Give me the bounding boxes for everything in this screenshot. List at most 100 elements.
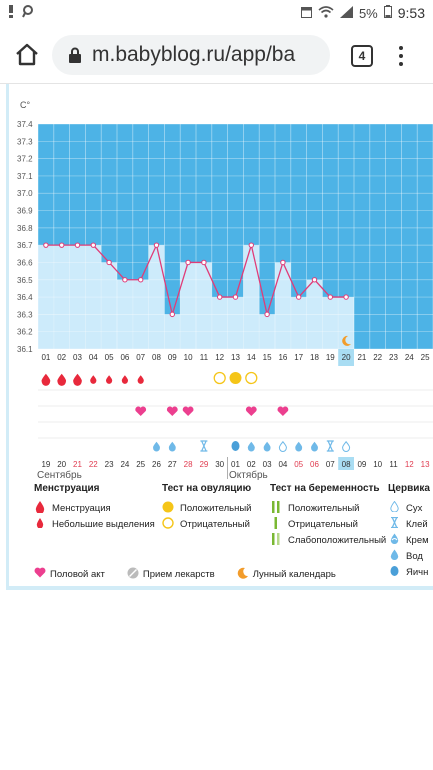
- creamy-drop-icon: [169, 442, 176, 452]
- browser-toolbar: m.babyblog.ru/app/ba 4: [0, 26, 433, 84]
- y-tick-label: 36.4: [17, 293, 33, 302]
- legend-ovulation: Тест на овуляцию Положительный Отрицател…: [162, 483, 251, 532]
- date-label: 26: [152, 460, 161, 469]
- date-label: 28: [184, 460, 193, 469]
- date-label: 21: [73, 460, 82, 469]
- legend-item: Положительный: [180, 503, 251, 514]
- cycle-day-label: 22: [373, 353, 382, 362]
- cycle-day-label: 14: [247, 353, 256, 362]
- cycle-day-label: 15: [263, 353, 272, 362]
- cycle-day-label: 10: [184, 353, 193, 362]
- date-label: 19: [41, 460, 50, 469]
- y-tick-label: 37.1: [17, 172, 33, 181]
- date-label: 07: [326, 460, 335, 469]
- circle-outline-icon: [214, 373, 225, 384]
- cycle-day-label: 20: [342, 353, 351, 362]
- cycle-day-label: 11: [200, 353, 209, 362]
- lock-icon: [68, 47, 82, 63]
- temperature-point: [154, 243, 158, 247]
- drop-outline-icon: [343, 442, 350, 452]
- tab-switcher-button[interactable]: 4: [351, 45, 373, 67]
- circle-outline-icon: [162, 517, 174, 532]
- pill-icon: [127, 567, 139, 582]
- temperature-point: [249, 243, 253, 247]
- temperature-column: [291, 297, 307, 349]
- small-drop-icon: [34, 518, 46, 531]
- circle-outline-icon: [246, 373, 257, 384]
- legend-item: Яичн: [406, 567, 428, 578]
- date-label: 05: [294, 460, 303, 469]
- date-label: 24: [120, 460, 129, 469]
- blood-drop-icon: [42, 374, 51, 386]
- creamy-drop-icon: [388, 533, 400, 547]
- date-label: 08: [342, 460, 351, 469]
- cycle-day-label: 21: [357, 353, 366, 362]
- temperature-column: [338, 297, 354, 349]
- temperature-point: [60, 243, 64, 247]
- month-label-october: Октябрь: [229, 469, 268, 481]
- cycle-day-label: 06: [120, 353, 129, 362]
- cycle-day-label: 13: [231, 353, 240, 362]
- hourglass-icon: [200, 441, 207, 451]
- temperature-point: [139, 278, 143, 282]
- eggwhite-drop-icon: [232, 441, 240, 451]
- y-tick-label: 36.3: [17, 310, 33, 319]
- heart-icon: [34, 567, 46, 581]
- water-drop-icon: [153, 442, 160, 452]
- legend-bottom-row: Половой акт Прием лекарств Лунный календ…: [34, 566, 336, 582]
- home-icon: [14, 42, 40, 68]
- legend-item: Менструация: [52, 503, 111, 514]
- date-label: 04: [278, 460, 287, 469]
- temperature-point: [233, 295, 237, 299]
- cycle-day-label: 01: [41, 353, 50, 362]
- legend-cervical: Цервика Сух Клей Крем Вод Яичн: [388, 483, 430, 580]
- water-drop-icon: [248, 442, 255, 452]
- temperature-point: [328, 295, 332, 299]
- date-label: 02: [247, 460, 256, 469]
- overflow-menu-button[interactable]: [396, 44, 406, 68]
- calendar-icon: [301, 6, 312, 21]
- circle-filled-icon: [230, 372, 242, 384]
- url-bar[interactable]: m.babyblog.ru/app/ba: [52, 35, 330, 75]
- y-axis-label: C°: [20, 100, 30, 110]
- y-tick-label: 36.8: [17, 224, 33, 233]
- faint-bar-icon: [270, 533, 282, 548]
- home-button[interactable]: [14, 42, 40, 68]
- alert-icon: [8, 5, 14, 21]
- temperature-point: [107, 260, 111, 264]
- month-label-september: Сентябрь: [37, 469, 82, 481]
- legend-item: Вод: [406, 551, 423, 562]
- heart-icon: [246, 406, 257, 416]
- cycle-day-label: 25: [421, 353, 430, 362]
- temperature-point: [123, 278, 127, 282]
- battery-percent: 5%: [359, 6, 378, 21]
- legend-item: Клей: [406, 519, 428, 530]
- date-label: 23: [105, 460, 114, 469]
- legend-item: Сух: [406, 503, 422, 514]
- date-label: 20: [57, 460, 66, 469]
- cycle-day-label: 04: [89, 353, 98, 362]
- legend-item: Прием лекарств: [143, 569, 215, 580]
- y-tick-label: 36.7: [17, 241, 33, 250]
- date-label: 25: [136, 460, 145, 469]
- y-tick-label: 36.6: [17, 258, 33, 267]
- cycle-day-label: 12: [215, 353, 224, 362]
- blood-drop-icon: [57, 374, 66, 386]
- temperature-column: [180, 262, 196, 349]
- heart-icon: [167, 407, 178, 416]
- legend-menstruation-title: Менструация: [34, 483, 155, 494]
- single-bar-icon: [270, 517, 282, 532]
- url-text: m.babyblog.ru/app/ba: [92, 43, 322, 67]
- small-drop-icon: [106, 375, 112, 384]
- water-drop-icon: [295, 442, 302, 452]
- temperature-point: [265, 312, 269, 316]
- y-tick-label: 36.5: [17, 276, 33, 285]
- temperature-point: [281, 260, 285, 264]
- date-label: 03: [263, 460, 272, 469]
- legend-item: Отрицательный: [288, 519, 358, 530]
- cycle-day-label: 17: [294, 353, 303, 362]
- y-tick-label: 37.4: [17, 120, 33, 129]
- double-bar-icon: [270, 501, 282, 516]
- temperature-point: [297, 295, 301, 299]
- cycle-day-label: 19: [326, 353, 335, 362]
